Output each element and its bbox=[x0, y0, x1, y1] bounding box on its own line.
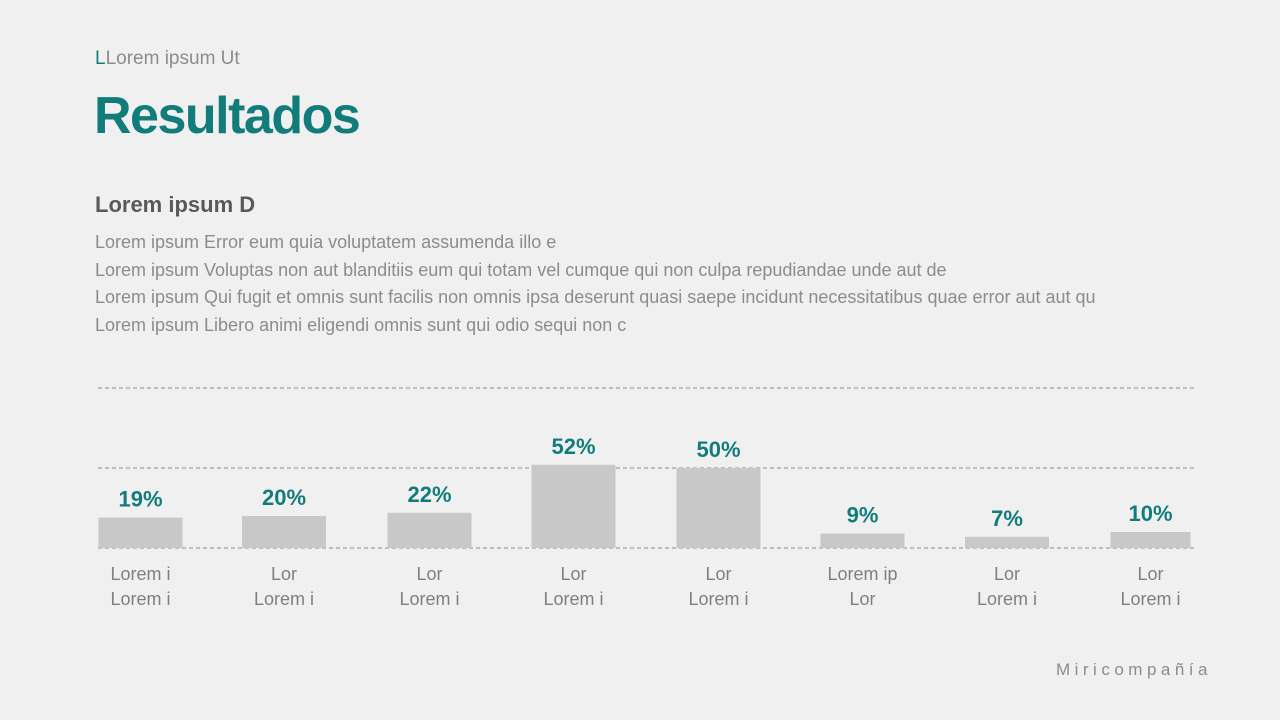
data-label-5: 50% bbox=[696, 437, 740, 462]
data-label-3: 22% bbox=[407, 482, 451, 507]
category-label-line: Lor bbox=[416, 564, 442, 584]
category-label-line: Lorem i bbox=[254, 589, 314, 609]
category-label-line: Lor bbox=[849, 589, 875, 609]
eyebrow-rest: Lorem ipsum Ut bbox=[105, 48, 240, 69]
section-subtitle: Lorem ipsum D bbox=[95, 192, 256, 217]
data-label-8: 10% bbox=[1128, 501, 1172, 526]
category-label-line: Lor bbox=[705, 564, 731, 584]
category-label-line: Lorem ip bbox=[827, 564, 897, 584]
category-label-line: Lorem i bbox=[688, 589, 748, 609]
data-label-2: 20% bbox=[262, 485, 306, 510]
data-label-1: 19% bbox=[118, 487, 162, 512]
category-label-7: Lor Lorem i bbox=[977, 564, 1037, 609]
category-label-line: Lor bbox=[271, 564, 297, 584]
bar-6 bbox=[820, 533, 905, 548]
bar-4 bbox=[531, 464, 616, 548]
category-label-5: Lor Lorem i bbox=[688, 564, 748, 609]
bar-5 bbox=[676, 468, 761, 548]
category-label-line: Lorem i bbox=[399, 589, 459, 609]
body-line: Lorem ipsum Qui fugit et omnis sunt faci… bbox=[95, 287, 1096, 307]
data-label-6: 9% bbox=[847, 503, 879, 528]
body-line: Lorem ipsum Error eum quia voluptatem as… bbox=[95, 232, 557, 252]
category-label-8: Lor Lorem i bbox=[1120, 564, 1180, 609]
eyebrow-text: LLorem ipsum Ut bbox=[95, 48, 240, 70]
body-line: Lorem ipsum Voluptas non aut blanditiis … bbox=[95, 259, 947, 280]
category-label-line: Lorem i bbox=[110, 564, 170, 584]
bar-2 bbox=[242, 516, 326, 548]
category-label-line: Lor bbox=[560, 564, 586, 584]
data-label-7: 7% bbox=[991, 506, 1023, 531]
body-line: Lorem ipsum Libero animi eligendi omnis … bbox=[95, 314, 627, 335]
category-label-line: Lorem i bbox=[1120, 589, 1180, 609]
category-label-3: Lor Lorem i bbox=[399, 564, 459, 609]
category-label-1: Lorem i Lorem i bbox=[110, 564, 170, 609]
category-label-line: Lor bbox=[1137, 564, 1163, 584]
data-label-4: 52% bbox=[551, 434, 595, 459]
company-brand: Miricompañía bbox=[1055, 660, 1212, 679]
category-label-6: Lorem ip Lor bbox=[827, 564, 897, 609]
category-label-2: Lor Lorem i bbox=[254, 564, 314, 609]
bar-1 bbox=[98, 517, 183, 548]
bar-8 bbox=[1110, 532, 1191, 548]
category-label-line: Lor bbox=[994, 564, 1020, 584]
bar-7 bbox=[965, 536, 1049, 548]
category-label-4: Lor Lorem i bbox=[543, 564, 603, 609]
category-label-line: Lorem i bbox=[543, 589, 603, 609]
body-text: Lorem ipsum Error eum quia voluptatem as… bbox=[95, 229, 1185, 339]
bar-3 bbox=[387, 512, 472, 548]
category-label-line: Lorem i bbox=[977, 589, 1037, 609]
page-title: Resultados bbox=[94, 87, 361, 145]
category-label-line: Lorem i bbox=[110, 589, 170, 609]
eyebrow-accent: L bbox=[95, 48, 106, 69]
